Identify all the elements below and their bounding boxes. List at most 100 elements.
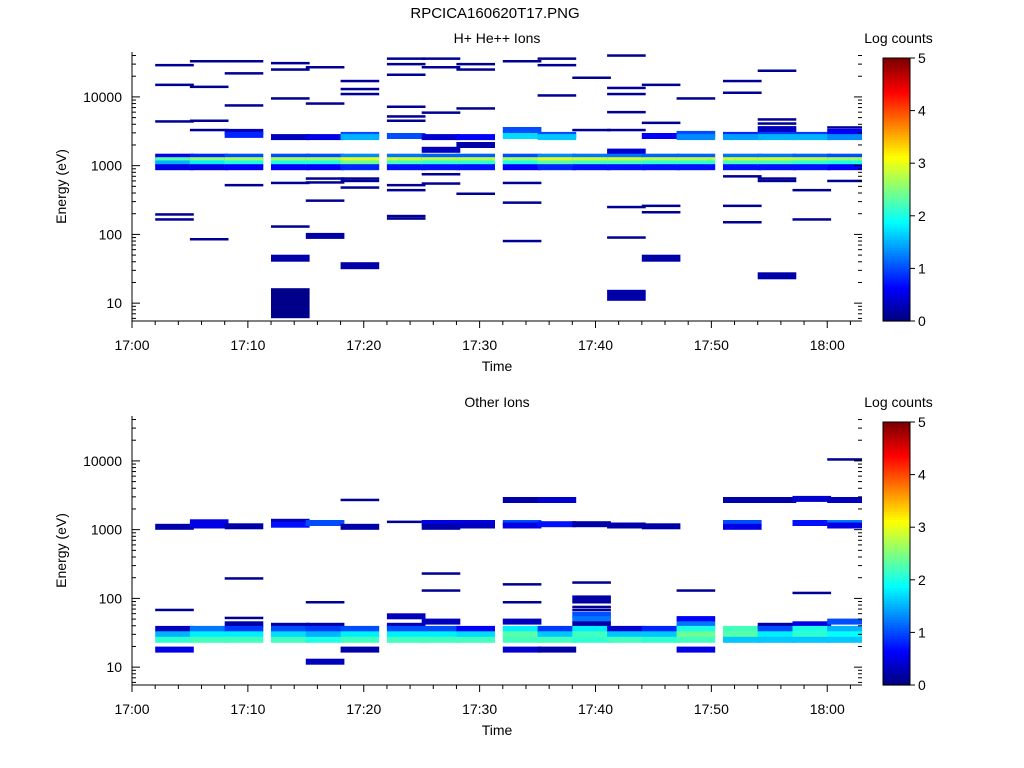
colorbar-step — [883, 223, 910, 227]
heatmap-cell — [456, 160, 495, 167]
colorbar-step — [883, 682, 910, 686]
heatmap-cell — [502, 239, 542, 243]
colorbar-step — [883, 458, 910, 463]
colorbar-step — [883, 94, 910, 99]
heatmap-cell — [537, 631, 577, 638]
colorbar-step — [883, 619, 910, 623]
heatmap-cell — [155, 636, 194, 643]
colorbar-tick-label: 1 — [918, 260, 926, 276]
colorbar-step — [883, 674, 910, 678]
x-tick-label: 18:00 — [810, 337, 845, 353]
heatmap-cell — [340, 164, 380, 171]
y-tick-label: 100 — [99, 226, 123, 242]
heatmap-cell — [537, 164, 577, 171]
colorbar-step — [883, 184, 910, 188]
heatmap-cell — [305, 631, 345, 638]
colorbar-step — [883, 163, 910, 167]
heatmap-cell — [723, 520, 762, 526]
colorbar-step — [883, 545, 910, 549]
colorbar-step — [883, 542, 910, 547]
heatmap-cell — [271, 61, 310, 65]
heatmap-cell — [641, 254, 681, 262]
heatmap-cell — [305, 66, 345, 69]
colorbar-step — [883, 450, 910, 455]
x-tick-label: 17:10 — [230, 701, 265, 717]
heatmap-cell — [189, 636, 229, 643]
colorbar-step — [883, 585, 910, 589]
colorbar-frame — [882, 421, 911, 686]
colorbar-step — [883, 666, 910, 670]
heatmap-cell — [641, 523, 681, 530]
heatmap-cell — [537, 625, 577, 632]
colorbar-step — [883, 105, 910, 109]
heatmap-cell — [641, 160, 681, 167]
heatmap-cell — [456, 636, 495, 643]
colorbar-tick-label: 0 — [918, 313, 926, 329]
colorbar-step — [883, 129, 910, 133]
colorbar-step — [883, 443, 910, 447]
heatmap-cell — [827, 618, 862, 625]
heatmap-cell — [305, 153, 345, 160]
colorbar-step — [883, 669, 910, 673]
heatmap-cell — [572, 521, 611, 528]
heatmap-cell — [421, 589, 461, 592]
colorbar-step — [883, 63, 910, 67]
colorbar-step — [883, 171, 910, 175]
heatmap-cell — [456, 134, 495, 141]
heatmap-cell — [155, 631, 194, 638]
heatmap-cell — [537, 636, 577, 643]
heatmap-cell — [676, 589, 716, 592]
heatmap-cells — [155, 54, 862, 319]
colorbar-tick-label: 4 — [918, 103, 926, 119]
heatmap-cell — [305, 232, 345, 239]
y-tick-label: 100 — [99, 590, 123, 606]
heatmap-cell — [641, 204, 681, 208]
heatmap-cell — [305, 181, 345, 184]
colorbar-step — [883, 71, 910, 75]
colorbar-step — [883, 440, 910, 444]
heatmap-cell — [723, 625, 762, 632]
colorbar-step — [883, 558, 910, 562]
heatmap-cell — [537, 646, 577, 653]
colorbar-step — [883, 495, 910, 499]
colorbar-step — [883, 603, 910, 607]
colorbar-step — [883, 427, 910, 431]
heatmap-cell — [792, 636, 832, 643]
heatmap-cell — [386, 188, 426, 192]
colorbar-step — [883, 134, 910, 138]
colorbar-step — [883, 89, 910, 93]
colorbar-step — [883, 540, 910, 544]
heatmap-cell — [421, 523, 461, 530]
heatmap-cell — [757, 160, 797, 167]
heatmap-cell — [607, 157, 646, 164]
heatmap-cell — [340, 153, 380, 160]
heatmap-cell — [421, 157, 461, 164]
heatmap-cell — [271, 625, 310, 632]
heatmap-cell — [305, 636, 345, 643]
colorbar-step — [883, 84, 910, 88]
colorbar-step — [883, 485, 910, 489]
heatmap-cell — [386, 133, 426, 139]
colorbar-tick-label: 0 — [918, 677, 926, 693]
colorbar-step — [883, 424, 910, 428]
y-tick-label: 10000 — [83, 89, 122, 105]
heatmap-cell — [421, 631, 461, 638]
colorbar-step — [883, 263, 910, 267]
heatmap-cell — [224, 157, 264, 164]
heatmap-cell — [271, 254, 310, 262]
heatmap-cell — [757, 625, 797, 632]
heatmap-cell — [421, 625, 461, 632]
colorbar-step — [883, 249, 910, 254]
heatmap-cell — [421, 153, 461, 160]
heatmap-cell — [155, 160, 194, 167]
heatmap-cell — [607, 289, 646, 301]
colorbar-step — [883, 136, 910, 141]
heatmap-cell — [224, 631, 264, 638]
y-axis-label: Energy (eV) — [53, 513, 69, 588]
heatmap-cell — [386, 73, 426, 76]
colorbar-step — [883, 271, 910, 275]
heatmap-cell — [723, 497, 762, 503]
colorbar-step — [883, 477, 910, 481]
heatmap-cell — [757, 497, 797, 503]
